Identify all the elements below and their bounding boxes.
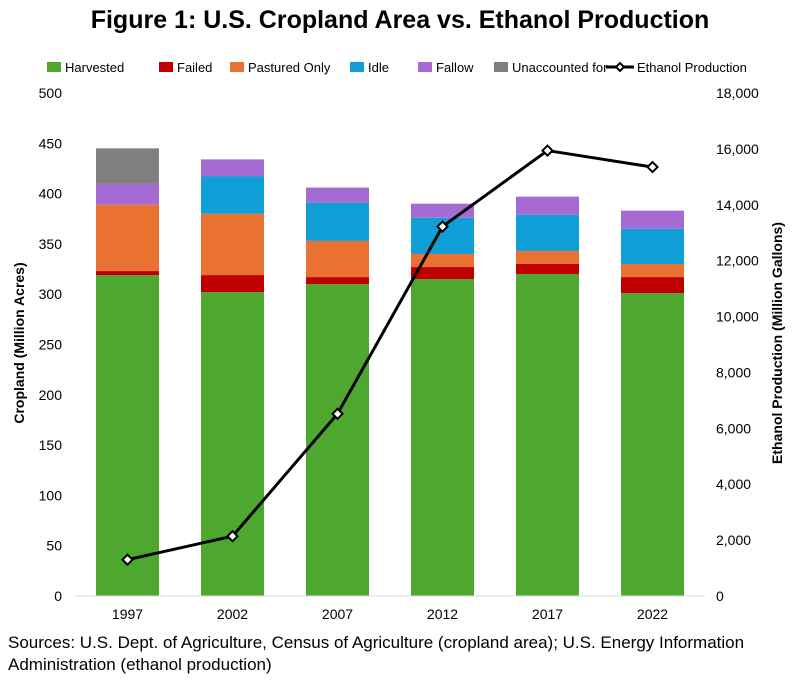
bar-segment-pastured-only (516, 250, 579, 265)
legend-label: Unaccounted for (512, 60, 608, 75)
legend-swatch (159, 62, 173, 72)
legend-swatch (350, 62, 364, 72)
x-tick-label: 2002 (217, 606, 248, 622)
ethanol-point (121, 553, 134, 567)
y-tick-label: 450 (39, 135, 63, 151)
ethanol-point (436, 220, 449, 233)
ethanol-production-line (127, 149, 653, 562)
bar-segment-harvested (201, 292, 264, 596)
y2-tick-label: 14,000 (716, 197, 759, 213)
y-tick-label: 50 (46, 538, 62, 554)
y-tick-label: 350 (39, 236, 63, 252)
bar-segment-harvested (516, 274, 579, 596)
x-tick-label: 2022 (637, 606, 668, 622)
bar-segment-fallow (201, 159, 264, 177)
bar-segment-fallow (96, 183, 159, 205)
ethanol-point (541, 144, 554, 157)
y-tick-label: 300 (39, 286, 63, 302)
y2-tick-label: 8,000 (716, 364, 751, 380)
bar-segment-harvested (96, 275, 159, 596)
source-note: Sources: U.S. Dept. of Agriculture, Cens… (8, 633, 745, 674)
legend-label: Fallow (436, 60, 474, 75)
ethanol-point (331, 407, 344, 421)
x-tick-label: 2017 (532, 606, 563, 622)
y-tick-label: 400 (39, 186, 63, 202)
bar-segment-failed (96, 271, 159, 276)
y2-axis-title: Ethanol Production (Million Gallons) (769, 222, 785, 464)
y-tick-label: 0 (54, 588, 62, 604)
legend-label: Failed (177, 60, 212, 75)
bar-segment-unaccounted-for (96, 148, 159, 184)
bar-segment-fallow (621, 210, 684, 229)
y2-tick-label: 10,000 (716, 309, 759, 325)
x-tick-label: 2007 (322, 606, 353, 622)
legend-label: Harvested (65, 60, 124, 75)
bar-segment-failed (516, 264, 579, 275)
bar-segment-fallow (516, 196, 579, 215)
y2-tick-label: 12,000 (716, 253, 759, 269)
left-axis: 0 50 100 150 200 250 300 350 400 450 500 (39, 85, 63, 604)
y2-tick-label: 18,000 (716, 85, 759, 101)
legend-swatch (47, 62, 61, 72)
bar-segment-failed (621, 277, 684, 294)
y-tick-label: 500 (39, 85, 63, 101)
legend-swatch (230, 62, 244, 72)
legend-swatch (494, 62, 508, 72)
y2-tick-label: 2,000 (716, 532, 751, 548)
legend-label: Idle (368, 60, 389, 75)
bar-segment-pastured-only (621, 264, 684, 278)
ethanol-line-layer (121, 144, 659, 567)
bar-segment-idle (621, 228, 684, 265)
bar-segment-harvested (621, 293, 684, 596)
y2-tick-label: 0 (716, 588, 724, 604)
legend: Harvested Failed Pastured Only Idle Fallow Un… (47, 60, 747, 75)
x-axis: 1997 2002 2007 2012 2017 2022 (75, 595, 705, 622)
y-tick-label: 200 (39, 387, 63, 403)
y2-tick-label: 16,000 (716, 141, 759, 157)
y2-tick-label: 6,000 (716, 420, 751, 436)
bar-segment-failed (201, 275, 264, 293)
bar-segment-pastured-only (201, 213, 264, 276)
legend-marker (614, 61, 626, 73)
x-tick-label: 1997 (112, 606, 143, 622)
bar-segment-harvested (411, 279, 474, 596)
y-tick-label: 250 (39, 337, 63, 353)
chart-title: Figure 1: U.S. Cropland Area vs. Ethanol… (90, 6, 710, 34)
bar-segment-pastured-only (96, 204, 159, 272)
legend-swatch (418, 62, 432, 72)
bar-segment-failed (306, 277, 369, 285)
y-axis-title: Cropland (Million Acres) (11, 262, 27, 423)
bar-segment-idle (306, 202, 369, 241)
y-tick-label: 100 (39, 487, 63, 503)
bar-segment-idle (516, 214, 579, 251)
right-axis: 0 2,000 4,000 6,000 8,000 10,000 12,000 14,000 1… (716, 85, 759, 604)
legend-label: Pastured Only (248, 60, 331, 75)
y2-tick-label: 4,000 (716, 476, 751, 492)
bar-segment-pastured-only (306, 240, 369, 278)
bar-segment-idle (201, 176, 264, 214)
ethanol-point (226, 529, 239, 543)
bar-segment-fallow (306, 187, 369, 203)
legend-label: Ethanol Production (637, 60, 747, 75)
y-tick-label: 150 (39, 437, 63, 453)
x-tick-label: 2012 (427, 606, 458, 622)
bars (96, 148, 684, 596)
ethanol-point (646, 160, 659, 174)
bar-segment-failed (411, 267, 474, 280)
